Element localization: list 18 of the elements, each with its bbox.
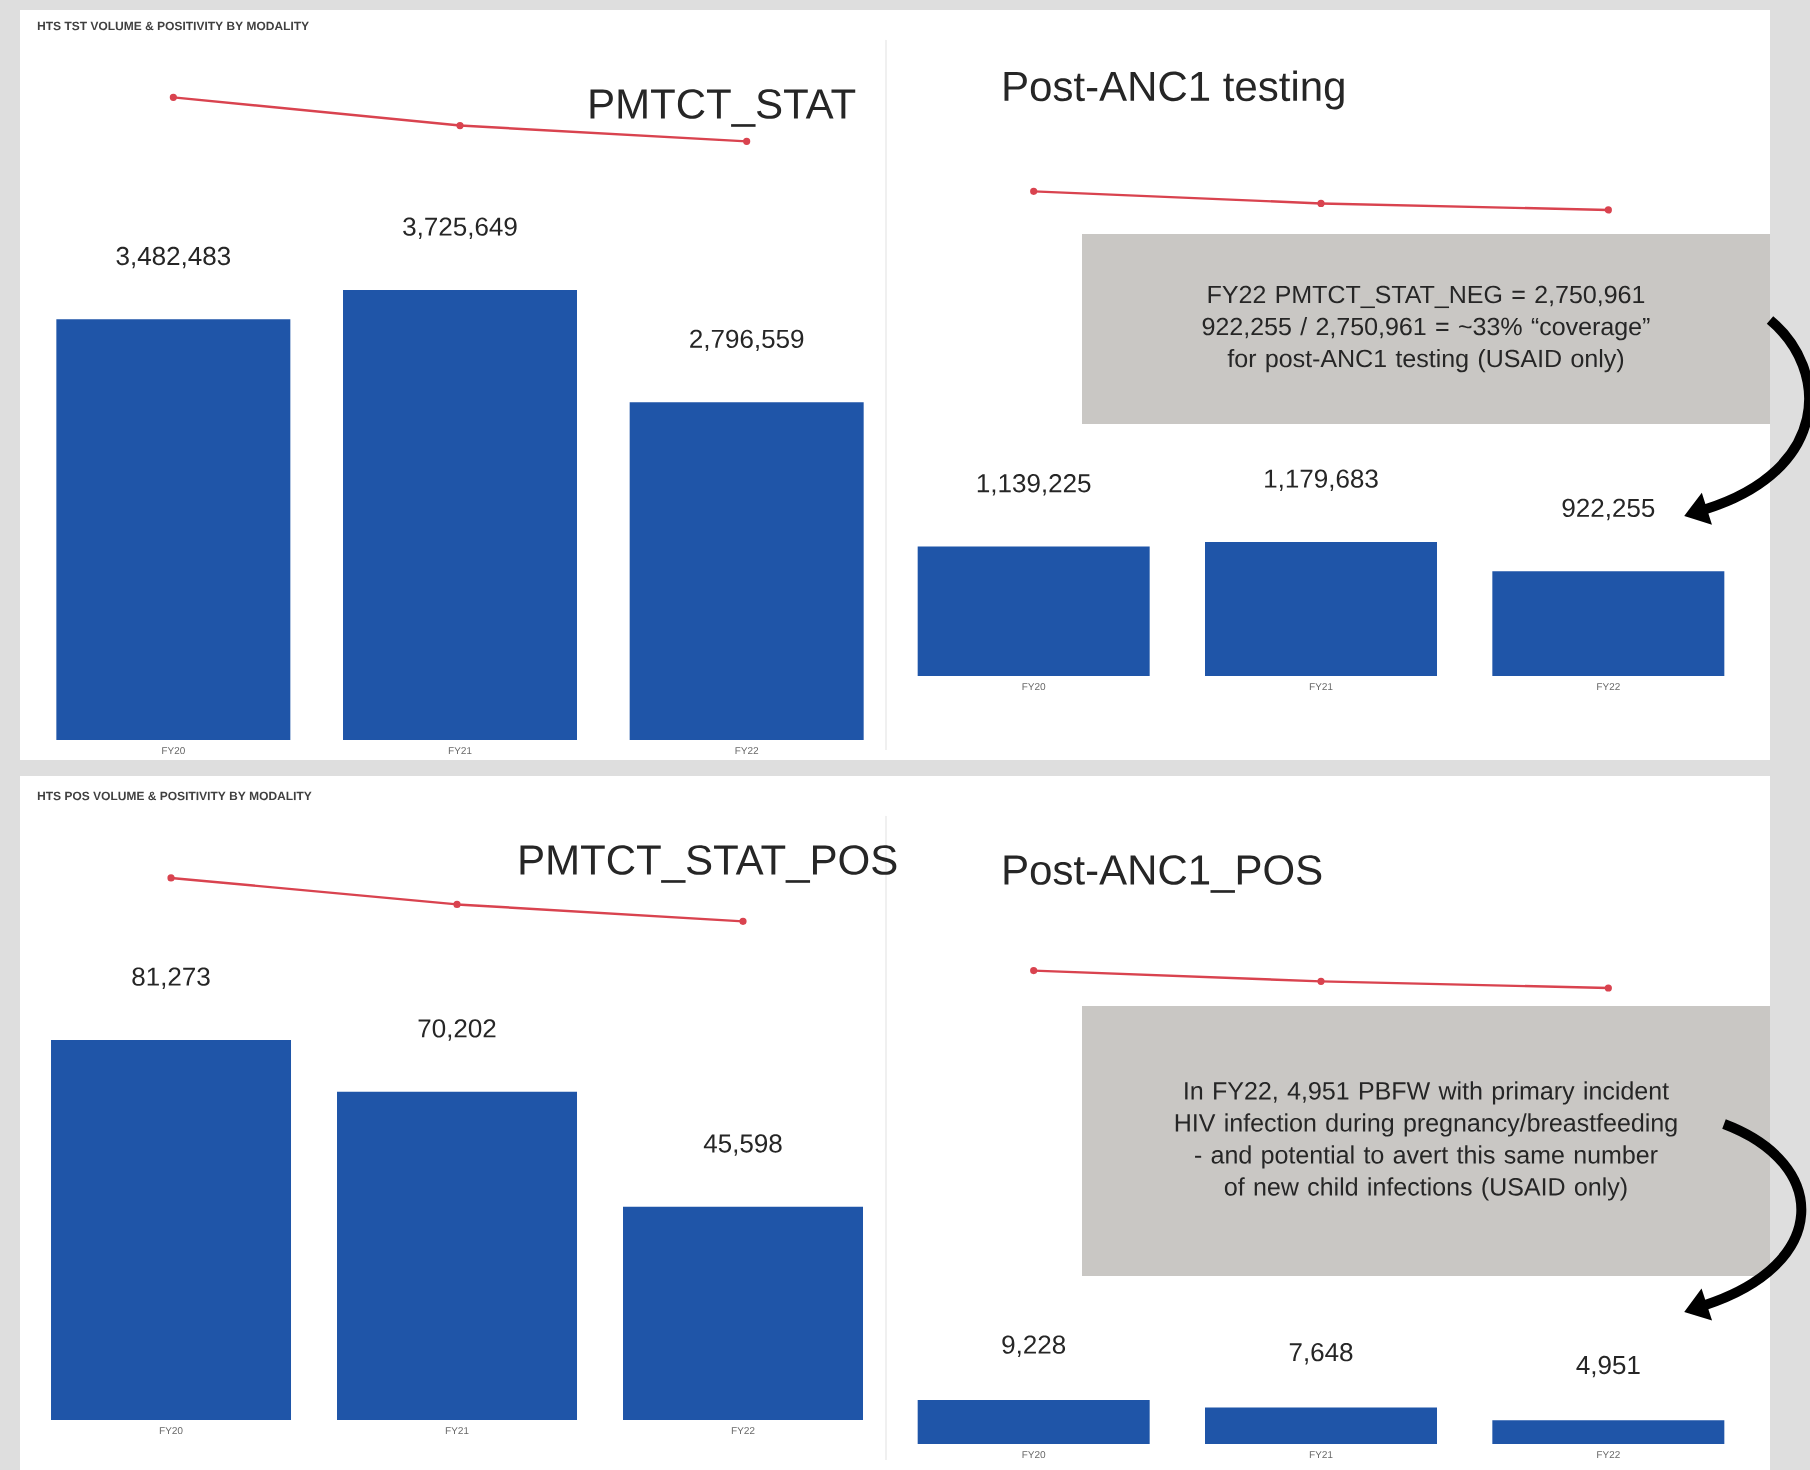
chart-title: Post-ANC1_POS <box>1004 855 1322 893</box>
text: FY22 PMTCT_STAT_NEG = 2,750,961 922,255 / 2,750,961 = ~33% “coverage” for post-ANC1 testing (USAID only) <box>1202 285 1650 373</box>
data-label: 1,179,683 <box>1265 469 1378 491</box>
data-label: 45,598 <box>703 1134 782 1156</box>
chart-title: PMTCT_STAT <box>590 89 856 127</box>
text: In FY22, 4,951 PBFW with primary incident HIV infection during pregnancy/breastfeeding - and potential to avert this same number of new child infections (USAID only) <box>1175 1081 1677 1201</box>
data-label: 70,202 <box>418 1019 496 1041</box>
data-label: 2,796,559 <box>690 329 804 352</box>
data-label: 1,139,225 <box>977 474 1091 496</box>
data-label: 4,951 <box>1576 1355 1640 1378</box>
data-label: 922,255 <box>1562 498 1655 521</box>
data-label: 81,273 <box>132 967 210 989</box>
data-label: 7,648 <box>1289 1342 1353 1365</box>
data-label: 9,228 <box>1002 1335 1066 1357</box>
chart-title: PMTCT_STAT_POS <box>520 845 897 883</box>
data-label: 3,725,649 <box>403 217 517 239</box>
data-label: 3,482,483 <box>116 246 231 269</box>
chart-title: Post-ANC1 testing <box>1004 70 1344 110</box>
